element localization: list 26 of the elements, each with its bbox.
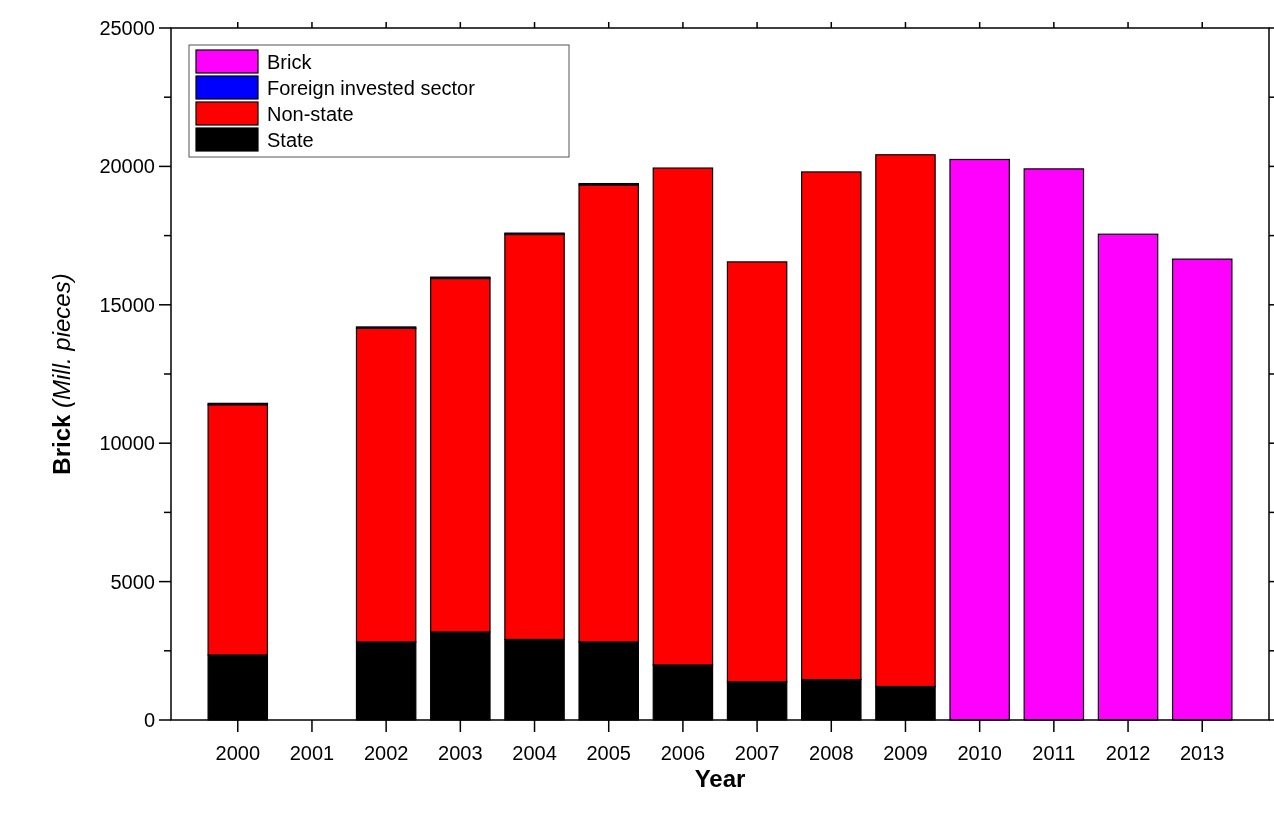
x-tick-label: 2010: [957, 742, 1002, 764]
x-tick-label: 2000: [215, 742, 261, 764]
legend-label: Brick: [267, 50, 313, 73]
x-tick-label: 2007: [734, 742, 780, 764]
y-tick-label: 0: [143, 709, 155, 731]
y-axis-title: Brick (Mill. pieces): [48, 273, 75, 475]
x-tick-label: 2002: [363, 742, 409, 764]
y-tick-label: 10000: [99, 432, 155, 455]
y-tick-label: 25000: [99, 17, 155, 39]
x-tick-label: 2001: [289, 742, 335, 764]
x-tick-label: 2005: [586, 742, 631, 764]
x-tick-label: 2009: [883, 742, 928, 764]
x-tick-label: 2012: [1105, 742, 1151, 764]
x-tick-label: 2008: [809, 742, 854, 764]
legend-label: State: [267, 128, 314, 151]
x-tick-label: 2004: [512, 742, 557, 764]
x-tick-label: 2003: [438, 742, 483, 764]
x-tick-label: 2011: [1032, 742, 1076, 764]
x-tick-label: 2013: [1179, 742, 1225, 764]
y-tick-label: 15000: [99, 293, 155, 316]
x-tick-label: 2006: [660, 742, 706, 764]
y-tick-label: 20000: [99, 155, 155, 178]
x-axis-title: Year: [694, 765, 746, 792]
legend-label: Non-state: [267, 102, 354, 125]
legend-label: Foreign invested sector: [267, 76, 476, 99]
y-tick-label: 5000: [110, 570, 155, 593]
